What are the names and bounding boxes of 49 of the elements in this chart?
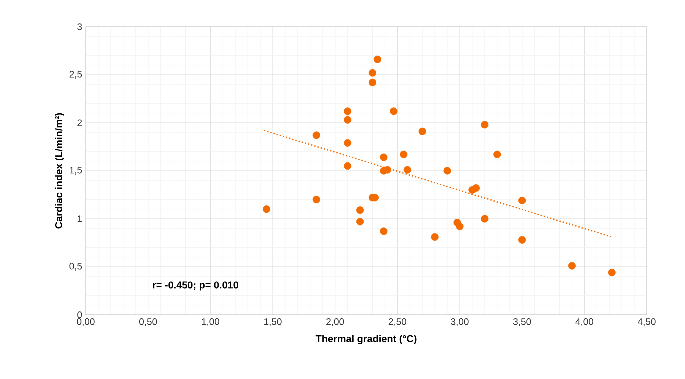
point	[374, 56, 382, 64]
point	[518, 236, 526, 244]
y-tick-label: 1	[78, 216, 82, 222]
x-tick-label: 1,00	[202, 318, 220, 326]
point	[368, 78, 377, 86]
point	[344, 139, 352, 147]
point	[312, 132, 320, 140]
point	[390, 108, 398, 116]
x-tick-label: 3,50	[513, 318, 532, 326]
point	[456, 222, 464, 230]
point	[344, 162, 352, 170]
y-tick-label: 0,5	[70, 263, 82, 271]
point	[481, 121, 489, 129]
point	[481, 215, 489, 223]
x-tick-label: 1,50	[264, 318, 282, 326]
point	[518, 196, 526, 205]
point	[356, 206, 364, 214]
y-tick-label: 2,5	[70, 71, 82, 79]
point	[608, 268, 616, 277]
annotation: r= -0.450; p= 0.010	[153, 282, 238, 291]
x-tick-label: 0,50	[140, 318, 158, 326]
point	[494, 150, 502, 158]
point	[418, 128, 426, 136]
y-tick-label: 0	[78, 312, 82, 318]
point	[262, 206, 271, 214]
x-axis-title: Thermal gradient (°C)	[316, 335, 417, 344]
x-tick-label: 4,00	[576, 318, 594, 326]
point	[356, 218, 364, 226]
x-tick-label: 2,00	[326, 318, 344, 326]
point	[344, 116, 352, 124]
y-tick-label: 3	[78, 24, 82, 30]
x-tick-label: 4,50	[638, 318, 656, 326]
point	[312, 196, 320, 204]
point	[344, 108, 352, 116]
point	[404, 166, 412, 174]
x-tick-label: 2,50	[388, 318, 407, 326]
point	[472, 184, 480, 192]
point	[431, 233, 439, 242]
y-axis-title: Cardiac index (L/min/m²)	[55, 113, 64, 229]
y-tick-label: 2	[78, 120, 82, 126]
y-tick-label: 1,5	[70, 167, 82, 175]
x-tick-label: 3,00	[451, 318, 469, 326]
point	[368, 69, 377, 77]
point	[380, 228, 388, 236]
x-tick-label: 0,00	[77, 318, 95, 326]
point	[568, 262, 576, 270]
point	[400, 150, 408, 158]
point	[444, 167, 452, 175]
point	[380, 154, 388, 162]
